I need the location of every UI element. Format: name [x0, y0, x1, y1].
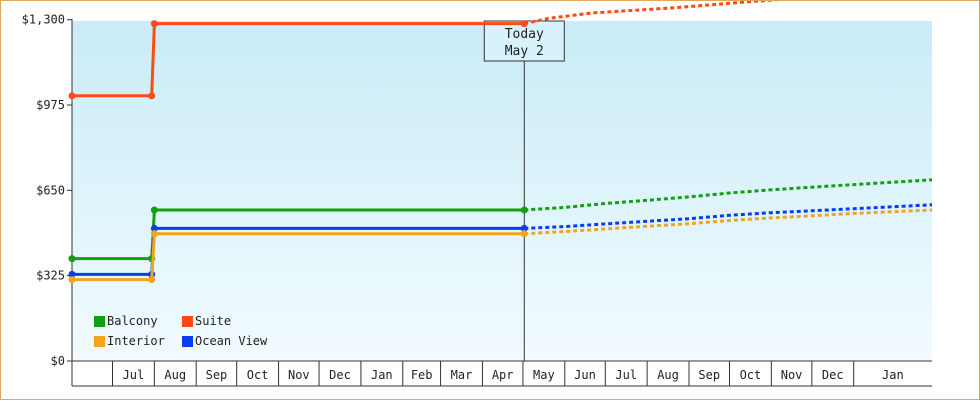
- x-tick-label: Mar: [451, 368, 473, 382]
- series-forecast-line: [524, 203, 933, 230]
- y-axis: $0 $325 $650 $975 $1,300: [22, 13, 73, 368]
- data-point: [150, 20, 158, 28]
- y-tick-label: $650: [36, 183, 65, 197]
- data-point: [150, 206, 158, 214]
- data-point: [520, 206, 528, 214]
- x-tick-label: Oct: [247, 368, 269, 382]
- x-tick-label: Dec: [329, 368, 351, 382]
- data-point: [148, 276, 156, 284]
- x-tick-label: Jul: [123, 368, 145, 382]
- data-point: [150, 230, 158, 238]
- today-marker: Today May 2: [483, 20, 565, 361]
- data-point: [68, 255, 76, 263]
- series-suite: [68, 1, 780, 100]
- series-interior: [68, 208, 933, 284]
- today-label: Today: [505, 27, 544, 42]
- legend-swatch-suite: [182, 316, 193, 327]
- data-point: [68, 276, 76, 284]
- x-tick-label: Oct: [740, 368, 762, 382]
- legend-swatch-interior: [94, 336, 105, 347]
- x-tick-label: May: [533, 368, 555, 382]
- today-label-box: [483, 20, 565, 62]
- data-point: [520, 20, 528, 28]
- x-tick-label: Aug: [164, 368, 186, 382]
- legend-label-interior: Interior: [107, 334, 165, 348]
- series-forecast-line: [523, 1, 780, 26]
- x-tick-label: Jan: [371, 368, 393, 382]
- x-axis: Jul Aug Sep Oct Nov Dec Jan Feb Mar Apr May Jun Jul A…: [71, 360, 932, 387]
- legend-swatch-balcony: [94, 316, 105, 327]
- legend-swatch-ocean-view: [182, 336, 193, 347]
- x-tick-label: Jun: [574, 368, 596, 382]
- x-tick-label: Apr: [492, 368, 514, 382]
- y-tick-label: $975: [36, 98, 65, 112]
- legend-label-ocean-view: Ocean View: [195, 334, 268, 348]
- data-point: [68, 92, 76, 100]
- x-tick-label: Sep: [698, 368, 720, 382]
- series-history-line: [72, 22, 525, 98]
- x-tick-label: Dec: [822, 368, 844, 382]
- series-history-line: [72, 232, 525, 282]
- x-tick-label: Nov: [288, 368, 310, 382]
- legend-label-balcony: Balcony: [107, 314, 158, 328]
- data-point: [520, 230, 528, 238]
- data-point: [148, 92, 156, 100]
- x-tick-label: Feb: [411, 368, 433, 382]
- today-date-label: May 2: [505, 44, 544, 59]
- y-tick-label: $0: [51, 354, 65, 368]
- series-forecast-line: [524, 208, 933, 236]
- data-point: [68, 270, 76, 278]
- y-tick-label: $1,300: [22, 13, 65, 27]
- x-tick-label: Aug: [657, 368, 679, 382]
- series-lines: [68, 1, 933, 284]
- x-tick-label: Sep: [206, 368, 228, 382]
- data-point: [150, 224, 158, 232]
- plot-background: [72, 21, 932, 361]
- x-tick-label: Nov: [781, 368, 803, 382]
- x-tick-label: Jan: [882, 368, 904, 382]
- data-point: [520, 224, 528, 232]
- legend-label-suite: Suite: [195, 314, 231, 328]
- series-forecast-line: [524, 178, 933, 212]
- x-tick-label: Jul: [615, 368, 637, 382]
- y-tick-label: $325: [36, 269, 65, 283]
- legend: Balcony Suite Interior Ocean View: [94, 314, 268, 348]
